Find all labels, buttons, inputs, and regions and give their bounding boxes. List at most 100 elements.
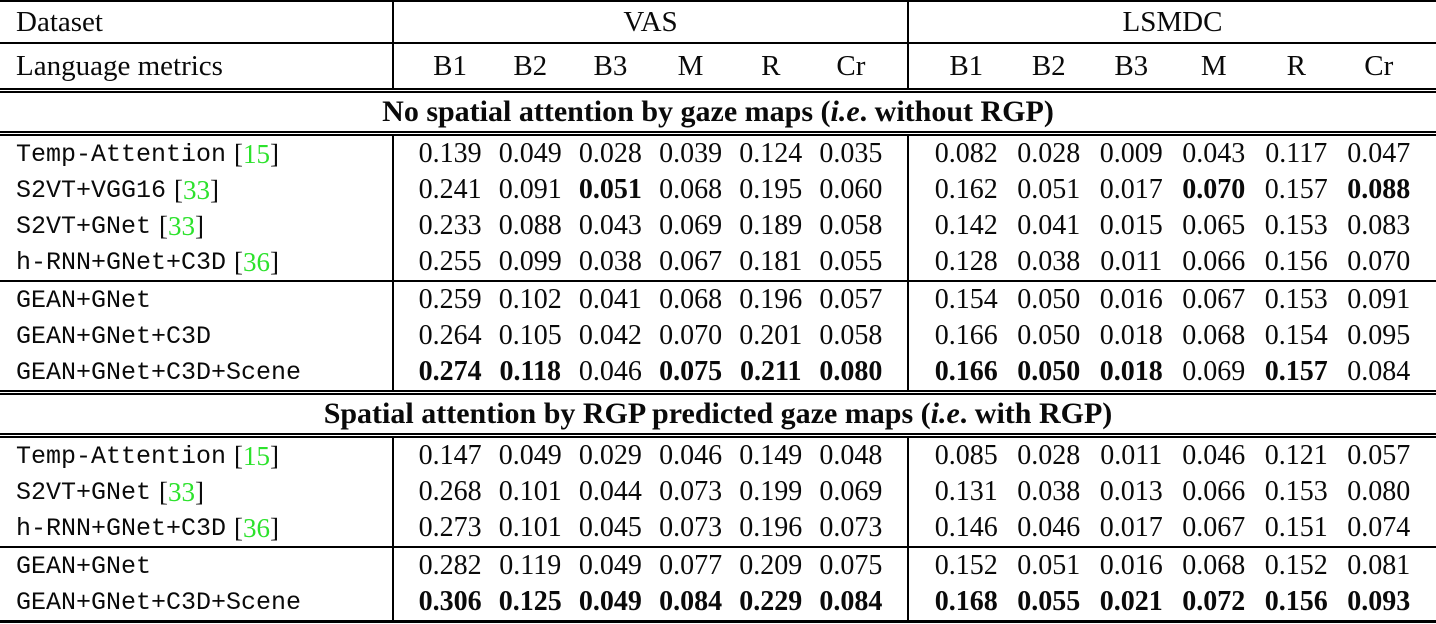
vas-m-value: 0.073 xyxy=(659,476,723,507)
vas-b2-value: 0.091 xyxy=(498,174,562,205)
citation-number[interactable]: 36 xyxy=(243,246,271,277)
metric-col-b2: B2 xyxy=(1031,49,1066,82)
lsmdc-m-value: 0.070 xyxy=(1182,174,1246,205)
citation-link[interactable]: [15] xyxy=(234,440,280,471)
vas-values: 0.273 0.101 0.045 0.073 0.196 0.073 xyxy=(392,510,907,546)
citation-number[interactable]: 33 xyxy=(183,174,211,205)
vas-b3-value: 0.041 xyxy=(578,284,642,315)
vas-cr-value: 0.080 xyxy=(819,356,883,387)
vas-cr-value: 0.060 xyxy=(819,174,883,205)
vas-cr-value: 0.057 xyxy=(819,284,883,315)
lsmdc-m-value: 0.068 xyxy=(1182,320,1246,351)
lsmdc-b1-value: 0.128 xyxy=(934,246,998,277)
lsmdc-cr-value: 0.080 xyxy=(1347,476,1411,507)
lsmdc-b2-value: 0.041 xyxy=(1017,210,1081,241)
method-name: S2VT+GNet xyxy=(16,211,152,241)
lsmdc-b3-value: 0.015 xyxy=(1099,210,1163,241)
vas-r-value: 0.229 xyxy=(739,586,803,617)
lsmdc-b3-value: 0.018 xyxy=(1099,356,1163,387)
lsmdc-b2-value: 0.050 xyxy=(1017,284,1081,315)
lsmdc-b2-value: 0.055 xyxy=(1017,586,1081,617)
citation-number[interactable]: 15 xyxy=(243,440,271,471)
citation-link[interactable]: [36] xyxy=(234,512,280,543)
vas-b2-value: 0.088 xyxy=(498,210,562,241)
lsmdc-cr-value: 0.095 xyxy=(1347,320,1411,351)
lsmdc-r-value: 0.121 xyxy=(1264,440,1328,471)
lsmdc-b3-value: 0.009 xyxy=(1099,138,1163,169)
table-row: GEAN+GNet+C3D+Scene 0.306 0.125 0.049 0.084… xyxy=(0,584,1436,620)
method-cell: GEAN+GNet+C3D xyxy=(0,318,392,354)
method-name: GEAN+GNet xyxy=(16,285,152,315)
lsmdc-b3-value: 0.018 xyxy=(1099,320,1163,351)
citation-link[interactable]: [33] xyxy=(174,174,220,205)
table-row: h-RNN+GNet+C3D [36] 0.273 0.101 0.045 0.073 0… xyxy=(0,510,1436,548)
vas-b3-value: 0.046 xyxy=(578,356,642,387)
lsmdc-cr-value: 0.084 xyxy=(1347,356,1411,387)
vas-cr-value: 0.058 xyxy=(819,210,883,241)
section-title-text: No spatial attention by gaze maps ( xyxy=(382,95,831,128)
citation-link[interactable]: [33] xyxy=(159,210,205,241)
method-name: GEAN+GNet+C3D xyxy=(16,321,212,351)
lsmdc-b1-value: 0.082 xyxy=(934,138,998,169)
vas-cr-value: 0.069 xyxy=(819,476,883,507)
lsmdc-b2-value: 0.028 xyxy=(1017,440,1081,471)
metric-col-r: R xyxy=(761,49,781,82)
lsmdc-b3-value: 0.017 xyxy=(1099,512,1163,543)
vas-m-value: 0.067 xyxy=(659,246,723,277)
vas-r-value: 0.149 xyxy=(739,440,803,471)
table-row: Temp-Attention [15] 0.147 0.049 0.029 0.046 0… xyxy=(0,438,1436,474)
vas-r-value: 0.211 xyxy=(740,356,802,387)
lsmdc-b3-value: 0.016 xyxy=(1099,550,1163,581)
vas-b3-value: 0.044 xyxy=(578,476,642,507)
vas-m-value: 0.084 xyxy=(659,586,723,617)
lsmdc-m-value: 0.072 xyxy=(1182,586,1246,617)
section-without-rgp-rows: Temp-Attention [15] 0.139 0.049 0.028 0.039 0… xyxy=(0,136,1436,395)
lsmdc-b1-value: 0.166 xyxy=(934,356,998,387)
lsmdc-cr-value: 0.057 xyxy=(1347,440,1411,471)
lsmdc-m-value: 0.043 xyxy=(1182,138,1246,169)
language-metrics-label: Language metrics xyxy=(16,49,223,82)
table-row: GEAN+GNet+C3D 0.264 0.105 0.042 0.070 0.201 0… xyxy=(0,318,1436,354)
vas-b2-value: 0.102 xyxy=(498,284,562,315)
table-row: S2VT+VGG16 [33] 0.241 0.091 0.051 0.068 0.195… xyxy=(0,172,1436,208)
lsmdc-values: 0.166 0.050 0.018 0.069 0.157 0.084 xyxy=(907,354,1436,390)
table-row: h-RNN+GNet+C3D [36] 0.255 0.099 0.038 0.067 0… xyxy=(0,244,1436,282)
vas-r-value: 0.124 xyxy=(739,138,803,169)
vas-b3-value: 0.042 xyxy=(578,320,642,351)
vas-r-value: 0.196 xyxy=(739,512,803,543)
metric-col-b1: B1 xyxy=(433,49,467,82)
vas-r-value: 0.195 xyxy=(739,174,803,205)
vas-b1-value: 0.233 xyxy=(418,210,482,241)
section-with-rgp-rows: Temp-Attention [15] 0.147 0.049 0.029 0.046 0… xyxy=(0,438,1436,620)
lsmdc-b1-value: 0.085 xyxy=(934,440,998,471)
lsmdc-b1-value: 0.131 xyxy=(934,476,998,507)
citation-number[interactable]: 36 xyxy=(243,512,271,543)
vas-b2-value: 0.049 xyxy=(498,138,562,169)
vas-r-value: 0.181 xyxy=(739,246,803,277)
lsmdc-r-value: 0.153 xyxy=(1264,476,1328,507)
method-name: GEAN+GNet xyxy=(16,551,152,581)
citation-link[interactable]: [36] xyxy=(234,246,280,277)
lsmdc-m-value: 0.046 xyxy=(1182,440,1246,471)
lsmdc-values: 0.162 0.051 0.017 0.070 0.157 0.088 xyxy=(907,172,1436,208)
lsmdc-m-value: 0.067 xyxy=(1182,512,1246,543)
metric-col-cr: Cr xyxy=(836,49,866,82)
method-cell: Temp-Attention [15] xyxy=(0,438,392,474)
vas-group-header: VAS xyxy=(392,2,907,42)
citation-link[interactable]: [15] xyxy=(234,138,280,169)
vas-b2-value: 0.101 xyxy=(498,476,562,507)
citation-number[interactable]: 33 xyxy=(168,476,196,507)
citation-number[interactable]: 15 xyxy=(243,138,271,169)
citation-number[interactable]: 33 xyxy=(168,210,196,241)
lsmdc-values: 0.142 0.041 0.015 0.065 0.153 0.083 xyxy=(907,208,1436,244)
vas-metric-columns: B1 B2 B3 M R Cr xyxy=(392,44,907,88)
vas-m-value: 0.077 xyxy=(659,550,723,581)
lsmdc-cr-value: 0.047 xyxy=(1347,138,1411,169)
vas-r-value: 0.196 xyxy=(739,284,803,315)
vas-b1-value: 0.259 xyxy=(418,284,482,315)
lsmdc-b3-value: 0.013 xyxy=(1099,476,1163,507)
method-name: S2VT+VGG16 xyxy=(16,175,167,205)
method-cell: S2VT+GNet [33] xyxy=(0,474,392,510)
vas-values: 0.306 0.125 0.049 0.084 0.229 0.084 xyxy=(392,584,907,620)
citation-link[interactable]: [33] xyxy=(159,476,205,507)
